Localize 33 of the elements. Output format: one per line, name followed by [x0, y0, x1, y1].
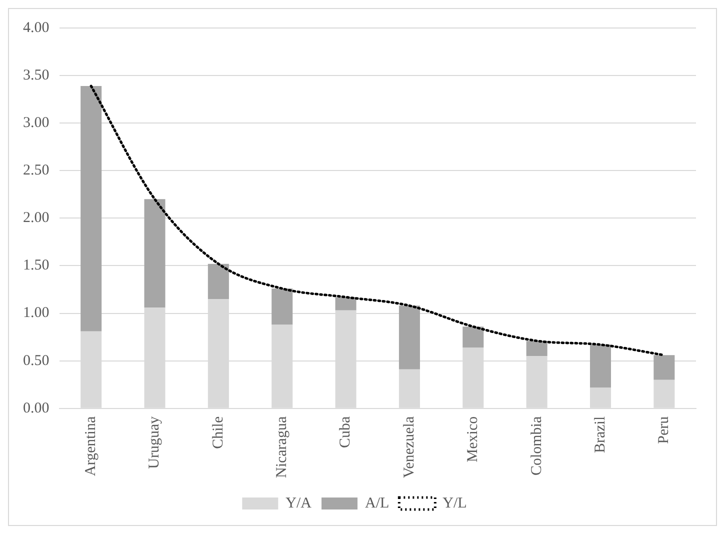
legend-label: Y/A [286, 495, 312, 512]
x-tick-label: Nicaragua [274, 416, 290, 478]
bar [272, 288, 293, 325]
y-tick-label: 0.00 [23, 400, 50, 416]
x-tick-label: Brazil [592, 416, 608, 454]
legend-label: A/L [365, 495, 390, 512]
x-tick-label: Mexico [465, 416, 482, 462]
x-tick-label: Colombia [528, 416, 545, 476]
x-tick-label: Uruguay [146, 416, 163, 469]
y-tick-label: 2.00 [23, 210, 50, 226]
x-tick-label: Chile [210, 416, 226, 449]
bar [526, 340, 548, 356]
bar [80, 86, 102, 332]
bar [208, 264, 229, 300]
bar [144, 199, 166, 308]
y-tick-label: 1.00 [23, 305, 50, 322]
y-tick-label: 3.50 [23, 67, 50, 84]
bar [335, 297, 356, 310]
x-tick-label: Cuba [338, 416, 354, 448]
y-tick-label: 1.50 [23, 258, 50, 274]
x-tick-label: Venezuela [401, 416, 418, 478]
y-tick-label: 4.00 [23, 20, 50, 36]
legend-label: Y/L [442, 495, 467, 512]
bar [590, 344, 611, 388]
x-tick-label: Peru [656, 416, 672, 444]
x-tick-label: Argentina [83, 416, 100, 476]
line-series [90, 84, 666, 356]
bar [654, 355, 675, 380]
y-tick-label: 3.00 [23, 115, 50, 132]
bar [462, 326, 484, 348]
y-tick-label: 2.50 [23, 162, 50, 179]
bar [398, 306, 420, 370]
y-tick-label: 0.50 [23, 352, 50, 369]
